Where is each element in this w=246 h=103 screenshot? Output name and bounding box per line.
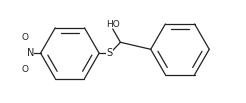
Text: S: S bbox=[107, 48, 113, 58]
Text: N: N bbox=[27, 48, 34, 58]
Text: O: O bbox=[21, 33, 28, 42]
Text: O: O bbox=[21, 65, 28, 74]
Text: HO: HO bbox=[106, 20, 120, 29]
